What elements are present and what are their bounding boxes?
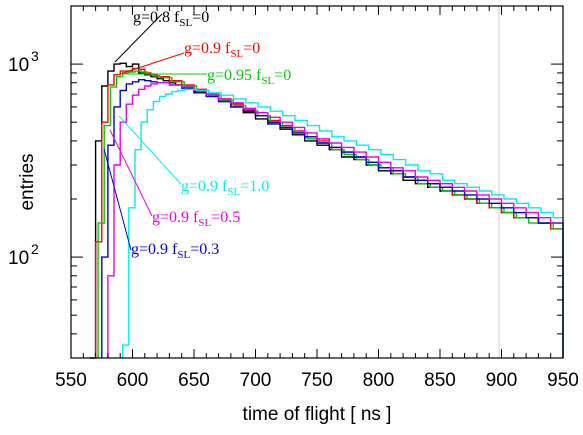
series-layer bbox=[89, 62, 564, 359]
series-annotation: g=0.8 fSL=0 bbox=[133, 9, 209, 29]
annotations: g=0.8 fSL=0g=0.9 fSL=0g=0.95 fSL=0g=0.9 … bbox=[103, 9, 291, 261]
y-tick-label: 10 bbox=[8, 55, 29, 76]
annotation-main: g=0.9 f bbox=[152, 209, 199, 226]
series-annotation: g=0.9 fSL=0 bbox=[184, 40, 260, 60]
annotation-subscript: SL bbox=[177, 249, 190, 261]
annotation-tail: =0.3 bbox=[190, 241, 219, 258]
y-tick-label-exponent: 2 bbox=[31, 241, 39, 257]
annotation-subscript: SL bbox=[261, 75, 274, 87]
annotation-tail: =1.0 bbox=[240, 178, 269, 195]
y-axis-title: entries bbox=[17, 153, 38, 210]
annotation-tail: =0 bbox=[274, 67, 291, 84]
x-tick-label: 950 bbox=[547, 370, 579, 391]
x-tick-label: 700 bbox=[240, 370, 272, 391]
series-line bbox=[122, 88, 564, 358]
series-line bbox=[101, 79, 564, 358]
annotation-subscript: SL bbox=[230, 48, 243, 60]
y-tick-label: 10 bbox=[8, 248, 29, 269]
annotation-main: g=0.95 f bbox=[207, 67, 262, 84]
annotation-subscript: SL bbox=[198, 217, 211, 229]
annotation-leader-line bbox=[114, 13, 163, 63]
annotation-leader-line bbox=[118, 115, 182, 185]
annotation-leader-line bbox=[103, 148, 132, 251]
series-annotation: g=0.9 fSL=1.0 bbox=[181, 178, 269, 198]
annotation-tail: =0 bbox=[243, 40, 260, 57]
annotation-subscript: SL bbox=[227, 186, 240, 198]
annotation-main: g=0.9 f bbox=[184, 40, 231, 57]
annotation-main: g=0.9 f bbox=[131, 241, 178, 258]
x-tick-label: 750 bbox=[301, 370, 333, 391]
annotation-leader-line bbox=[109, 129, 153, 217]
series-annotation: g=0.9 fSL=0.3 bbox=[131, 241, 219, 261]
x-tick-label: 600 bbox=[117, 370, 149, 391]
x-tick-label: 550 bbox=[55, 370, 87, 391]
annotation-tail: =0 bbox=[192, 9, 209, 26]
annotation-leader-line bbox=[119, 52, 185, 75]
plot-area bbox=[70, 5, 564, 359]
series-annotation: g=0.9 fSL=0.5 bbox=[152, 209, 240, 229]
x-tick-label: 900 bbox=[486, 370, 518, 391]
x-tick-label: 650 bbox=[178, 370, 210, 391]
series-annotation: g=0.95 fSL=0 bbox=[207, 67, 291, 87]
x-axis: 550 600 650 700 750 800 850 900 950 bbox=[55, 6, 579, 391]
x-tick-label: 850 bbox=[424, 370, 456, 391]
annotation-subscript: SL bbox=[179, 17, 192, 29]
y-tick-label-exponent: 3 bbox=[31, 48, 39, 64]
x-tick-label: 800 bbox=[363, 370, 395, 391]
series-line bbox=[107, 82, 564, 358]
plot-frame bbox=[70, 5, 564, 359]
x-axis-title: time of flight [ ns ] bbox=[243, 404, 392, 425]
annotation-main: g=0.8 f bbox=[133, 9, 180, 26]
annotation-main: g=0.9 f bbox=[181, 178, 228, 195]
annotation-tail: =0.5 bbox=[211, 209, 240, 226]
